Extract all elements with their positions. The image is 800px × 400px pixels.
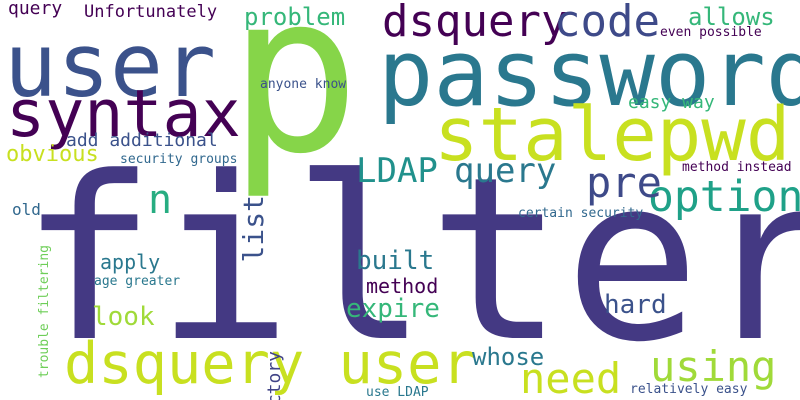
word-query-small: query	[8, 0, 62, 18]
word-active-directory: Active Directory	[266, 351, 284, 400]
word-relatively-easy: relatively easy	[630, 383, 747, 396]
word-anyone-know: anyone know	[260, 78, 346, 91]
word-security-groups: security groups	[120, 153, 237, 166]
word-dsquery: dsquery	[382, 0, 567, 44]
word-expire: expire	[346, 296, 440, 322]
word-easy-way: easy way	[628, 94, 715, 112]
word-old: old	[12, 202, 41, 218]
word-query-main: query	[454, 154, 556, 188]
word-pre: pre	[586, 162, 662, 204]
word-even-possible: even possible	[660, 26, 762, 39]
word-method-instead: method instead	[682, 161, 792, 174]
word-built: built	[356, 248, 434, 274]
word-method: method	[366, 276, 438, 296]
word-problem: problem	[244, 5, 345, 29]
word-certain-security: certain security	[518, 207, 643, 220]
word-look: look	[92, 304, 155, 330]
word-n: n	[148, 180, 172, 220]
word-code: code	[554, 0, 660, 44]
word-hard: hard	[604, 292, 667, 318]
word-age-greater: age greater	[94, 275, 180, 288]
word-apply: apply	[100, 252, 160, 272]
word-add-additional: add additional	[66, 132, 218, 150]
word-option: option	[648, 176, 800, 219]
word-whose: whose	[472, 345, 544, 369]
word-trouble-filtering: trouble filtering	[38, 245, 51, 378]
word-list: list	[240, 195, 268, 262]
word-ldap: LDAP	[356, 154, 438, 188]
word-unfortunately: Unfortunately	[84, 4, 217, 21]
word-use-ldap: use LDAP	[366, 386, 429, 399]
